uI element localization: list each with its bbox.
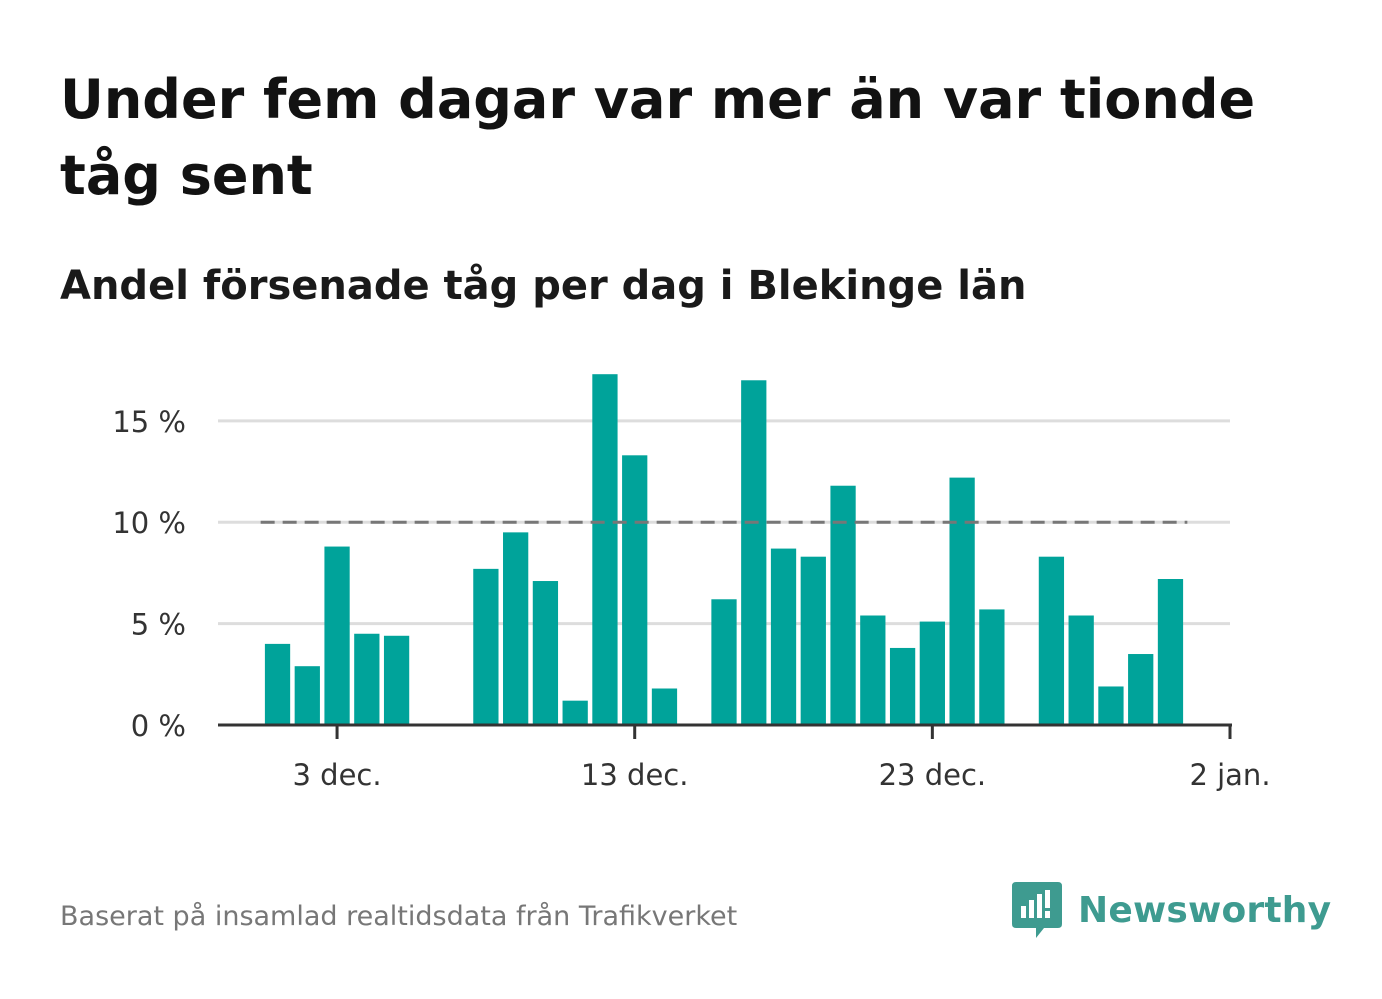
x-tick-label: 13 dec. bbox=[581, 758, 689, 792]
bar bbox=[889, 647, 916, 725]
y-tick-label: 0 % bbox=[131, 709, 186, 743]
y-tick-label: 15 % bbox=[112, 405, 186, 439]
bar bbox=[1068, 615, 1094, 725]
chart-title: Under fem dagar var mer än var tionde tå… bbox=[60, 68, 1256, 207]
bar bbox=[800, 556, 826, 725]
bar bbox=[592, 374, 618, 725]
bar bbox=[354, 633, 380, 725]
bar bbox=[1128, 654, 1154, 725]
bar bbox=[860, 615, 886, 725]
bar bbox=[830, 485, 856, 725]
bar bbox=[651, 688, 678, 725]
bar bbox=[1157, 579, 1184, 725]
newsworthy-logo-icon bbox=[1012, 882, 1062, 938]
bar bbox=[979, 609, 1005, 725]
bar bbox=[741, 380, 767, 725]
bar bbox=[473, 568, 499, 725]
bar bbox=[1038, 556, 1065, 725]
y-tick-label: 10 % bbox=[112, 506, 186, 540]
bar bbox=[622, 455, 648, 725]
bar bbox=[562, 700, 588, 725]
brand-logo[interactable]: Newsworthy bbox=[1010, 880, 1331, 940]
bar bbox=[383, 635, 410, 725]
brand-name: Newsworthy bbox=[1078, 889, 1332, 931]
bar bbox=[949, 477, 975, 725]
bar bbox=[503, 532, 529, 725]
bar bbox=[294, 666, 320, 725]
bar bbox=[1098, 686, 1124, 725]
bar bbox=[711, 599, 737, 725]
bar bbox=[770, 548, 797, 725]
chart-subtitle: Andel försenade tåg per dag i Blekinge l… bbox=[60, 263, 1027, 309]
x-tick-label: 3 dec. bbox=[293, 758, 382, 792]
source-note: Baserat på insamlad realtidsdata från Tr… bbox=[60, 901, 738, 932]
x-tick-label: 23 dec. bbox=[879, 758, 987, 792]
axes: 0 % 5 % 10 % 15 % 3 dec. 13 dec. 23 dec. 2 jan. bbox=[112, 405, 1270, 792]
bar bbox=[532, 581, 559, 725]
x-tick-label: 2 jan. bbox=[1189, 758, 1270, 792]
bar-chart: 0 % 5 % 10 % 15 % 3 dec. 13 dec. 23 dec. 2 jan. bbox=[112, 374, 1271, 792]
y-tick-label: 5 % bbox=[131, 608, 186, 642]
bars bbox=[264, 374, 1184, 725]
bar bbox=[324, 546, 350, 725]
bar bbox=[264, 643, 291, 725]
bar bbox=[919, 621, 945, 725]
